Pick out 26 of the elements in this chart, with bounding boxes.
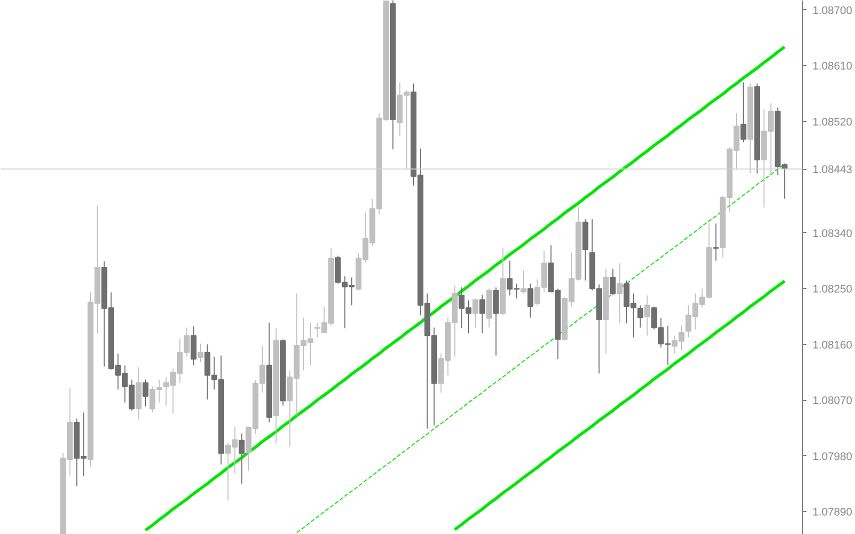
candlestick: [493, 286, 499, 356]
y-tick-label: 1.08160: [812, 339, 852, 352]
y-tick-label: 1.08250: [812, 284, 852, 296]
candlestick: [740, 82, 746, 143]
candlestick: [142, 379, 148, 407]
candlestick: [479, 294, 486, 334]
y-tick-label: 1.08070: [812, 395, 852, 408]
candlestick: [713, 223, 719, 262]
line-series: [144, 45, 786, 532]
candlestick: [520, 270, 526, 294]
candlestick: [238, 433, 245, 484]
ref-line-label: 1.08443: [812, 164, 852, 176]
candlestick: [190, 326, 197, 366]
y-tick-label: 1.08610: [812, 60, 852, 73]
y-tick-label: 1.08520: [812, 116, 852, 128]
y-tick-label: 1.07890: [812, 506, 852, 519]
candlestick: [472, 298, 478, 328]
candlestick: [616, 262, 623, 324]
line-series: [453, 280, 786, 532]
candlestick: [198, 343, 204, 363]
candlestick: [610, 268, 616, 296]
y-tick-label: 1.08700: [812, 4, 852, 17]
y-tick-label: 1.07980: [812, 450, 852, 463]
candlestick: [644, 294, 650, 336]
y-tick-label: 1.08340: [812, 228, 852, 240]
candlestick: [527, 283, 534, 318]
